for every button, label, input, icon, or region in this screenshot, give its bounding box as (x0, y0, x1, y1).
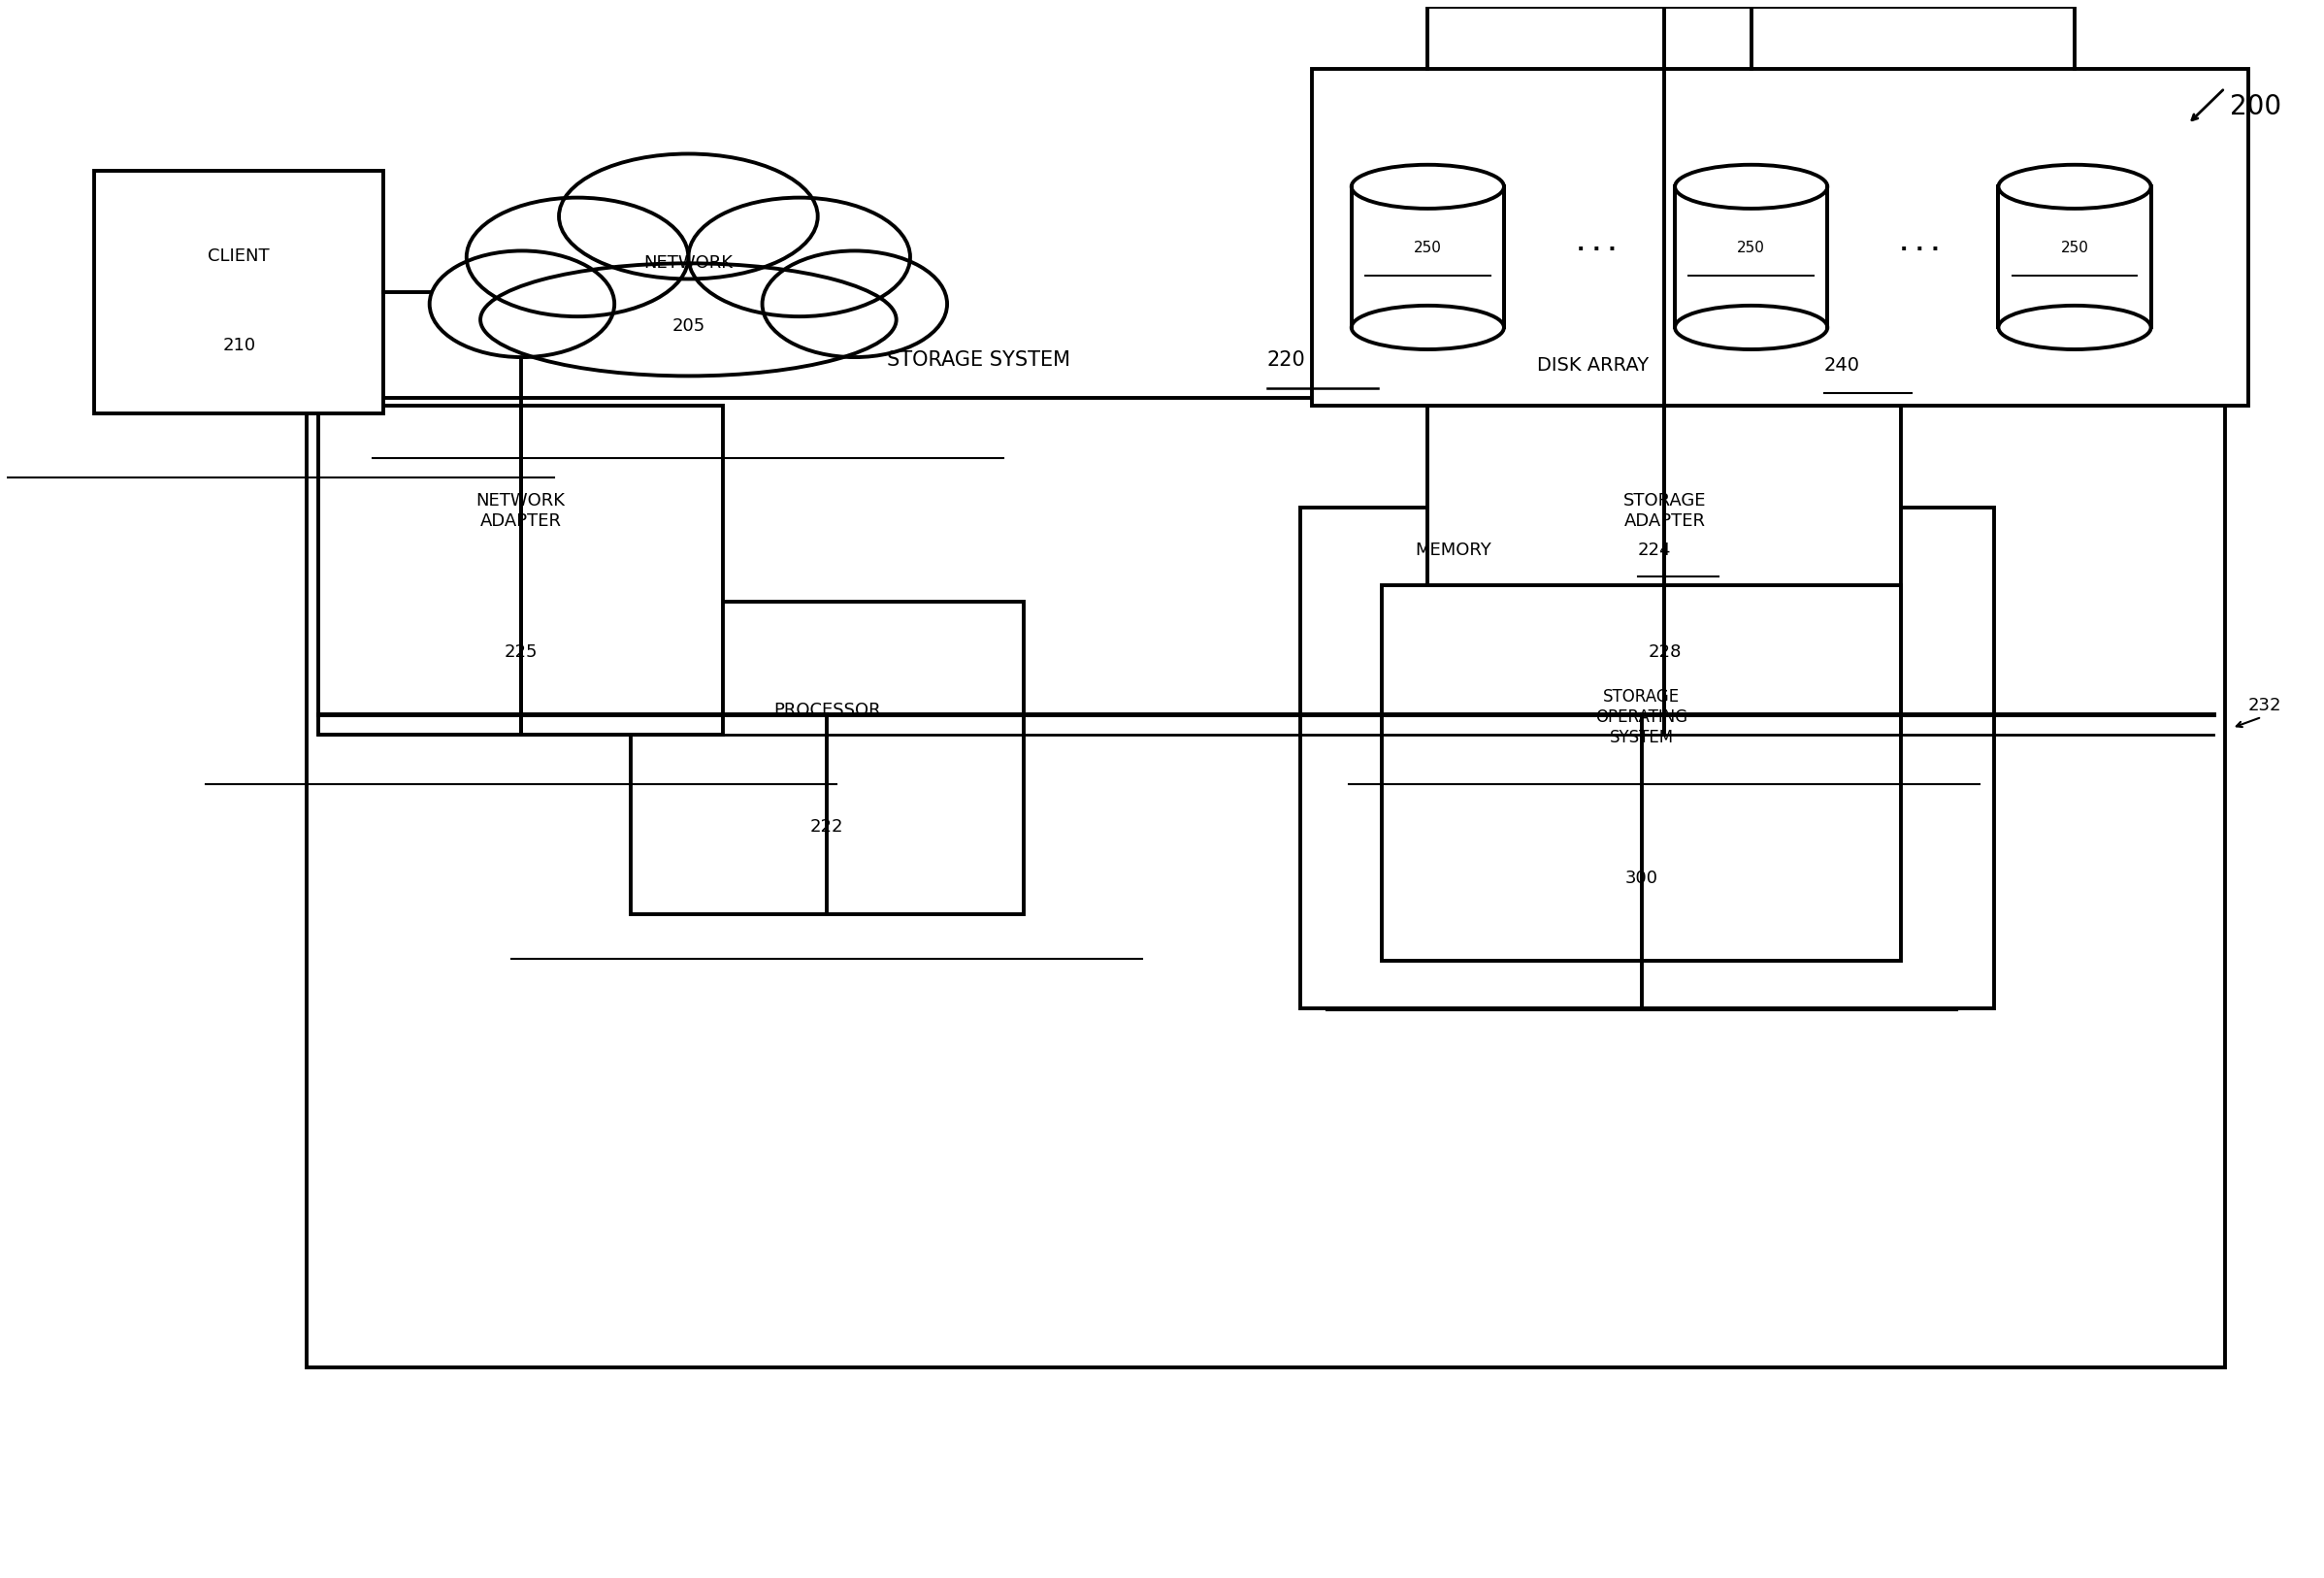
Text: CLIENT: CLIENT (209, 248, 270, 265)
Ellipse shape (467, 197, 688, 317)
Text: NETWORK: NETWORK (644, 254, 732, 271)
Text: 240: 240 (1824, 357, 1859, 374)
Ellipse shape (1676, 164, 1827, 208)
Text: 210: 210 (223, 336, 256, 355)
Bar (318, 406, 723, 734)
Bar (1427, 406, 1901, 734)
Bar (1999, 186, 2152, 328)
Ellipse shape (481, 264, 897, 376)
Text: 250: 250 (1413, 240, 1441, 256)
Bar (307, 398, 2224, 1368)
Text: 250: 250 (1736, 240, 1766, 256)
Ellipse shape (762, 251, 948, 357)
Text: 224: 224 (1638, 541, 1671, 559)
Bar (630, 601, 1023, 914)
Text: 232: 232 (2247, 696, 2282, 713)
Bar (95, 170, 383, 413)
Text: . . .: . . . (1901, 235, 1941, 254)
Text: 300: 300 (1624, 869, 1657, 887)
Text: 205: 205 (672, 317, 704, 335)
Bar (1353, 186, 1504, 328)
Ellipse shape (1676, 306, 1827, 349)
Ellipse shape (1353, 306, 1504, 349)
Text: 220: 220 (1267, 350, 1306, 369)
Text: 225: 225 (504, 644, 537, 661)
Text: PROCESSOR: PROCESSOR (774, 702, 881, 720)
Bar (1301, 508, 1994, 1008)
Bar (1676, 186, 1827, 328)
Ellipse shape (1353, 164, 1504, 208)
Text: NETWORK
ADAPTER: NETWORK ADAPTER (476, 492, 565, 530)
Text: 250: 250 (2061, 240, 2089, 256)
Bar (1380, 585, 1901, 961)
Text: 228: 228 (1648, 644, 1680, 661)
Text: MEMORY: MEMORY (1415, 541, 1492, 559)
Ellipse shape (688, 197, 911, 317)
Ellipse shape (1999, 306, 2152, 349)
Ellipse shape (560, 153, 818, 279)
Text: STORAGE
OPERATING
SYSTEM: STORAGE OPERATING SYSTEM (1594, 688, 1687, 746)
Text: . . .: . . . (1576, 235, 1615, 254)
Ellipse shape (1999, 164, 2152, 208)
Text: 222: 222 (811, 817, 844, 835)
Text: DISK ARRAY: DISK ARRAY (1536, 357, 1648, 374)
Bar (1313, 69, 2247, 406)
Text: 200: 200 (2229, 93, 2282, 120)
Ellipse shape (430, 251, 614, 357)
Text: STORAGE SYSTEM: STORAGE SYSTEM (888, 350, 1069, 369)
Text: STORAGE
ADAPTER: STORAGE ADAPTER (1622, 492, 1706, 530)
